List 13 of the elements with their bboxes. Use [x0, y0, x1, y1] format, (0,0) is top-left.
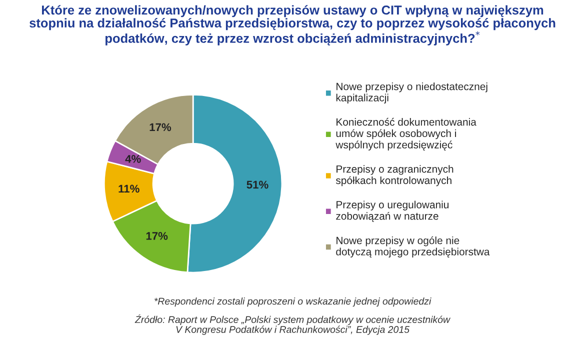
legend-label: Konieczność dokumentowania umów spółek osobowych i wspólnych przedsięwzięć [336, 118, 476, 150]
text: *Respondenci zostali poproszeni o wskazanie jednej odpowiedzi [154, 298, 432, 307]
legend-label: Przepisy o zagranicznych spółkach kontrolowanych [336, 165, 454, 186]
legend-label: Przepisy o uregulowaniu zobowiązań w naturze [336, 200, 448, 222]
data-label: 17% [146, 232, 168, 240]
legend-label: Nowe przepisy w ogóle nie dotyczą mojego przedsiębiorstwa [336, 236, 490, 258]
data-label: 4% [125, 155, 141, 163]
data-label: 17% [150, 123, 172, 132]
chart-title: Które ze znowelizowanych/nowych przepisów ustawy o CIT wpłyną w największym stopniu na działalność Państwa przedsiębiorstwa, czy to poprzez wysokość płaconych podatków, czy też przez wzrost obciążeń administracyjnych?$^{*}$ [30, 5, 556, 46]
text: Źródło: Raport w Polsce „Polski system podatkowy w ocenie uczestników V Kongresu Podatków i Rachunkowości”, Edycja 2015 [134, 314, 451, 335]
data-label: 51% [246, 180, 268, 189]
data-label: 11% [118, 184, 140, 193]
legend-label: Nowe przepisy o niedostatecznej kapitalizacji [336, 82, 488, 104]
